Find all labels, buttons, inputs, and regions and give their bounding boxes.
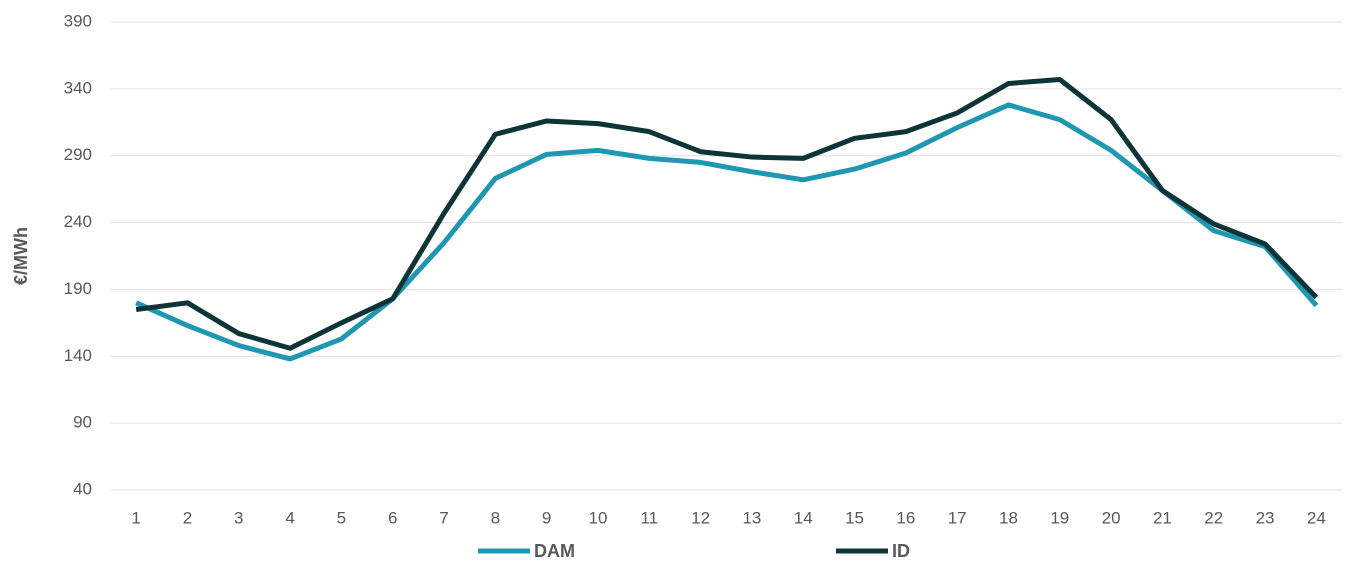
x-tick-label: 13 <box>742 508 761 527</box>
x-tick-label: 2 <box>183 508 192 527</box>
x-tick-label: 3 <box>234 508 243 527</box>
x-tick-label: 5 <box>337 508 346 527</box>
series-line <box>135 102 1319 362</box>
x-tick-label: 18 <box>999 508 1018 527</box>
x-tick-label: 20 <box>1102 508 1121 527</box>
y-tick-label: 340 <box>64 78 92 97</box>
legend-label: DAM <box>534 541 575 561</box>
y-tick-label: 40 <box>73 479 92 498</box>
series-line <box>135 76 1319 351</box>
y-axis-label: €/MWh <box>11 227 31 285</box>
x-tick-label: 10 <box>589 508 608 527</box>
y-tick-label: 190 <box>64 279 92 298</box>
legend-label: ID <box>892 541 910 561</box>
x-tick-label: 9 <box>542 508 551 527</box>
y-tick-label: 140 <box>64 346 92 365</box>
x-tick-label: 16 <box>896 508 915 527</box>
y-tick-label: 90 <box>73 413 92 432</box>
x-tick-label: 12 <box>691 508 710 527</box>
x-tick-label: 15 <box>845 508 864 527</box>
x-tick-label: 17 <box>948 508 967 527</box>
x-tick-label: 11 <box>640 508 658 527</box>
x-tick-label: 14 <box>794 508 813 527</box>
x-tick-label: 7 <box>439 508 448 527</box>
x-tick-label: 6 <box>388 508 397 527</box>
x-tick-label: 1 <box>131 508 140 527</box>
y-tick-label: 390 <box>64 11 92 30</box>
x-tick-label: 23 <box>1256 508 1275 527</box>
x-tick-label: 19 <box>1050 508 1069 527</box>
x-tick-label: 21 <box>1153 508 1172 527</box>
y-tick-label: 240 <box>64 212 92 231</box>
x-tick-label: 22 <box>1204 508 1223 527</box>
y-tick-label: 290 <box>64 145 92 164</box>
x-tick-label: 8 <box>491 508 500 527</box>
x-tick-label: 24 <box>1307 508 1326 527</box>
x-tick-label: 4 <box>285 508 294 527</box>
